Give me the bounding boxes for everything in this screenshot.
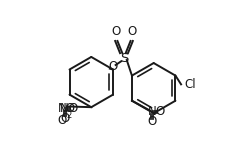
Text: O: O: [148, 115, 157, 128]
Text: O: O: [111, 25, 120, 38]
Text: N: N: [148, 105, 156, 118]
Text: N: N: [60, 102, 69, 115]
Text: O: O: [128, 25, 137, 38]
Text: Cl: Cl: [184, 78, 196, 91]
Text: O: O: [68, 102, 77, 115]
Text: S: S: [120, 52, 128, 65]
Text: O: O: [155, 105, 165, 118]
Text: NO: NO: [58, 102, 76, 115]
Text: O: O: [60, 112, 69, 125]
Text: O: O: [108, 60, 117, 73]
Text: O: O: [57, 114, 66, 127]
Text: 2: 2: [66, 111, 71, 120]
